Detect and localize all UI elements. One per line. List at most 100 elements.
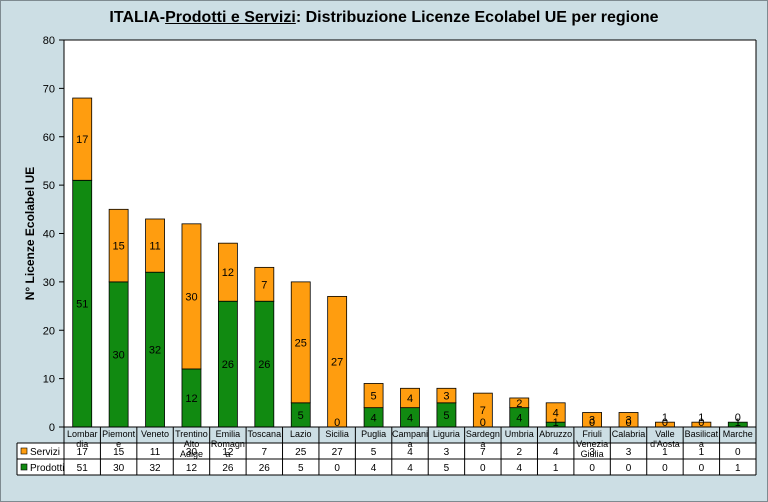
table-value-prodotti: 26 xyxy=(222,463,234,474)
data-label-servizi: 4 xyxy=(553,407,559,419)
data-label-prodotti: 1 xyxy=(735,417,741,429)
x-tick-label: d'Aosta xyxy=(650,439,680,449)
table-value-prodotti: 1 xyxy=(553,463,559,474)
table-value-prodotti: 5 xyxy=(298,463,304,474)
table-value-servizi: 2 xyxy=(516,447,522,458)
table-value-prodotti: 4 xyxy=(371,463,377,474)
legend-label-servizi: Servizi xyxy=(30,447,60,458)
data-label-prodotti: 51 xyxy=(76,299,88,311)
data-label-prodotti: 32 xyxy=(149,345,161,357)
table-value-servizi: 3 xyxy=(589,447,595,458)
table-value-servizi: 4 xyxy=(553,447,559,458)
x-tick-label: Sardegn xyxy=(466,429,500,439)
x-tick-label: Marche xyxy=(723,429,753,439)
data-label-servizi: 7 xyxy=(261,279,267,291)
bar-servizi xyxy=(217,242,238,302)
y-tick-label: 40 xyxy=(43,229,55,241)
data-label-prodotti: 0 xyxy=(625,417,631,429)
table-value-servizi: 15 xyxy=(113,447,125,458)
table-value-servizi: 25 xyxy=(295,447,307,458)
table-value-servizi: 4 xyxy=(407,447,413,458)
data-label-prodotti: 4 xyxy=(371,412,377,424)
x-tick-label: Trentino xyxy=(175,429,208,439)
bar-servizi xyxy=(400,387,420,409)
x-tick-label: Alto xyxy=(184,439,200,449)
table-value-servizi: 12 xyxy=(222,447,234,458)
bar-servizi xyxy=(545,402,566,423)
data-label-servizi: 17 xyxy=(76,134,88,146)
x-tick-label: Adige xyxy=(180,449,203,459)
table-value-prodotti: 4 xyxy=(516,463,522,474)
data-label-servizi: 11 xyxy=(149,241,160,253)
data-label-servizi: 12 xyxy=(222,267,234,279)
table-value-prodotti: 4 xyxy=(407,463,413,474)
x-tick-label: Piemont xyxy=(102,429,136,439)
data-label-servizi: 7 xyxy=(480,405,486,417)
data-label-prodotti: 0 xyxy=(662,417,668,429)
table-value-servizi: 3 xyxy=(444,447,450,458)
title-prefix: ITALIA- xyxy=(109,9,166,26)
data-label-prodotti: 0 xyxy=(698,417,704,429)
bar-servizi xyxy=(181,223,202,370)
data-label-prodotti: 12 xyxy=(185,393,197,405)
x-tick-label: a xyxy=(225,449,230,459)
y-axis-label: N° Licenze Ecolabel UE xyxy=(23,167,37,301)
data-label-prodotti: 30 xyxy=(113,349,125,361)
table-value-servizi: 1 xyxy=(699,447,705,458)
data-label-servizi: 1 xyxy=(662,412,668,424)
x-tick-label: Lazio xyxy=(290,429,312,439)
data-label-prodotti: 0 xyxy=(334,417,340,429)
data-label-prodotti: 26 xyxy=(222,359,234,371)
x-tick-label: dia xyxy=(76,439,88,449)
data-label-prodotti: 4 xyxy=(516,412,522,424)
bar-servizi xyxy=(436,387,457,404)
x-tick-label: Emilia xyxy=(216,429,241,439)
table-value-prodotti: 0 xyxy=(334,463,340,474)
x-tick-label: Lombar xyxy=(67,429,98,439)
x-tick-label: Friuli xyxy=(582,429,602,439)
bar-servizi xyxy=(363,383,384,409)
x-tick-label: a xyxy=(407,439,412,449)
data-label-servizi: 15 xyxy=(113,241,125,253)
bar-servizi xyxy=(509,397,530,409)
x-tick-label: Abruzzo xyxy=(539,429,572,439)
data-label-servizi: 5 xyxy=(371,391,377,403)
x-tick-label: a xyxy=(480,439,485,449)
table-value-prodotti: 26 xyxy=(259,463,271,474)
x-tick-label: Valle xyxy=(655,429,674,439)
data-label-servizi: 25 xyxy=(295,337,307,349)
data-label-servizi: 4 xyxy=(407,393,413,405)
data-label-servizi: 3 xyxy=(625,415,631,427)
bar-servizi xyxy=(290,281,311,404)
table-value-servizi: 30 xyxy=(186,447,198,458)
table-value-servizi: 17 xyxy=(77,447,89,458)
data-label-servizi: 1 xyxy=(698,412,704,424)
x-tick-label: Puglia xyxy=(361,429,386,439)
table-value-servizi: 0 xyxy=(735,447,741,458)
x-tick-label: e xyxy=(116,439,121,449)
table-value-servizi: 5 xyxy=(371,447,377,458)
table-value-prodotti: 51 xyxy=(77,463,89,474)
data-label-servizi: 3 xyxy=(589,415,595,427)
y-tick-label: 80 xyxy=(43,35,55,47)
data-label-prodotti: 26 xyxy=(258,359,270,371)
y-tick-label: 0 xyxy=(49,422,55,434)
x-tick-label: Basilicat xyxy=(685,429,719,439)
table-value-servizi: 11 xyxy=(150,447,161,458)
table-value-prodotti: 0 xyxy=(626,463,632,474)
x-tick-label: Veneto xyxy=(141,429,169,439)
title-underlined: Prodotti e Servizi xyxy=(165,9,296,26)
title-suffix: : Distribuzione Licenze Ecolabel UE per … xyxy=(295,9,659,26)
y-tick-label: 70 xyxy=(43,83,55,95)
x-tick-label: Liguria xyxy=(433,429,460,439)
bar-servizi xyxy=(72,97,93,181)
table-value-servizi: 7 xyxy=(262,447,268,458)
data-label-prodotti: 1 xyxy=(553,417,559,429)
table-value-servizi: 1 xyxy=(662,447,668,458)
table-value-prodotti: 32 xyxy=(149,463,161,474)
table-value-prodotti: 1 xyxy=(735,463,741,474)
data-label-servizi: 30 xyxy=(185,291,197,303)
legend-key-prodotti xyxy=(20,463,28,471)
x-tick-label: Campani xyxy=(392,429,428,439)
